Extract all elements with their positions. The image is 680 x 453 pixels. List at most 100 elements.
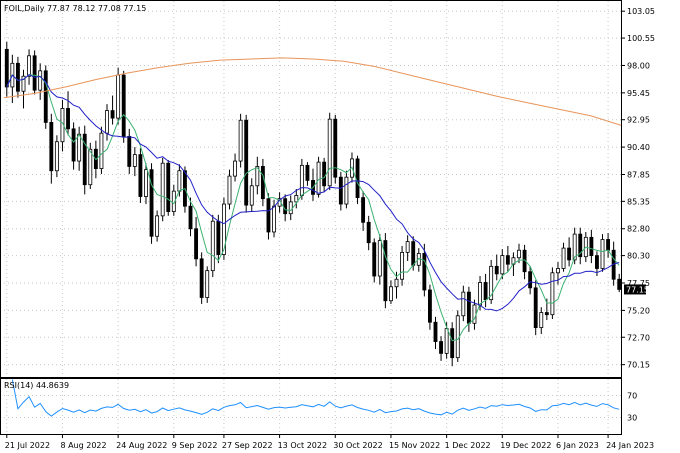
time-tick-label: 24 Jan 2023: [606, 441, 654, 450]
candle-body: [494, 265, 499, 275]
candle-body: [88, 148, 93, 186]
candle-body: [227, 175, 232, 205]
candle: [333, 114, 338, 184]
candle: [244, 114, 249, 213]
candle-body: [606, 239, 611, 251]
time-tick-label: 27 Sep 2022: [222, 441, 273, 450]
candle: [617, 273, 622, 293]
candle-body: [556, 268, 560, 274]
chart-header: FOIL,Daily 77.87 78.12 77.08 77.15: [4, 4, 146, 13]
time-tick-label: 30 Oct 2022: [333, 441, 382, 450]
candle: [155, 210, 160, 242]
price-tick-label: 103.05: [627, 7, 655, 16]
candle: [361, 191, 366, 231]
candle-body: [505, 255, 510, 265]
time-tick-label: 9 Sep 2022: [172, 441, 218, 450]
candle: [43, 65, 48, 129]
candle: [294, 189, 299, 209]
candle-body: [21, 75, 26, 92]
rsi-tick-label: 70: [627, 392, 637, 401]
candle: [533, 280, 538, 336]
candle-body: [127, 135, 132, 167]
candle: [567, 237, 572, 267]
candle-body: [322, 161, 327, 187]
candle-body: [233, 160, 237, 177]
candle: [188, 197, 193, 237]
candle-body: [43, 70, 48, 123]
candle: [199, 252, 204, 304]
candle: [110, 95, 115, 125]
candle-body: [171, 190, 176, 212]
candle: [405, 235, 410, 261]
candle: [149, 163, 154, 244]
time-tick-label: 13 Oct 2022: [278, 441, 327, 450]
candle: [561, 242, 566, 272]
candle: [439, 336, 443, 361]
price-tick-label: 85.35: [627, 197, 650, 206]
candle-body: [489, 265, 494, 301]
candle-body: [155, 215, 160, 237]
candle: [21, 69, 26, 109]
candle: [494, 254, 499, 281]
candle-body: [160, 162, 165, 217]
ma-fast-line: [6, 74, 620, 342]
price-tick-label: 70.15: [627, 361, 650, 370]
price-tick-label: 82.80: [627, 225, 650, 234]
candle-body: [199, 258, 204, 298]
candle: [255, 156, 260, 195]
price-tick-label: 90.40: [627, 143, 650, 152]
candle-body: [272, 205, 276, 233]
rsi-axis: 70 30: [627, 392, 637, 423]
candle-body: [305, 164, 310, 181]
candle: [283, 194, 288, 222]
candle-body: [617, 278, 622, 290]
candle: [427, 284, 432, 330]
candle-body: [288, 201, 293, 215]
candle: [249, 178, 254, 212]
candle-body: [166, 162, 171, 212]
candle: [556, 262, 560, 285]
current-price-tag: 77.15: [624, 284, 649, 295]
candle: [127, 128, 132, 174]
candle-body: [539, 312, 544, 328]
candle: [327, 112, 332, 191]
time-tick-label: 6 Jan 2023: [556, 441, 599, 450]
candle-body: [177, 170, 182, 192]
price-tick-label: 98.00: [627, 61, 650, 70]
candle: [322, 157, 327, 193]
candle: [489, 259, 494, 304]
candle: [389, 280, 393, 304]
candle: [233, 153, 237, 182]
candle-body: [205, 270, 210, 298]
candle: [160, 157, 165, 222]
price-tick-label: 80.30: [627, 252, 650, 261]
candle-body: [500, 255, 505, 275]
candle-body: [299, 164, 304, 196]
time-tick-label: 21 Jul 2022: [5, 441, 50, 450]
candle-body: [4, 48, 9, 88]
candle-body: [255, 166, 260, 187]
candle-body: [572, 233, 577, 261]
candle: [600, 234, 605, 272]
candle: [338, 171, 343, 211]
candle-body: [266, 198, 271, 233]
candle: [171, 184, 176, 216]
rsi-line: [11, 379, 620, 417]
candle: [528, 266, 533, 295]
candle: [366, 215, 371, 251]
candle-body: [71, 128, 76, 162]
candle: [433, 316, 438, 350]
candle-body: [188, 205, 193, 230]
candle: [589, 229, 594, 264]
candle-body: [216, 220, 221, 255]
candle: [205, 266, 210, 303]
candle-body: [578, 233, 583, 258]
candle: [88, 142, 93, 189]
candle: [38, 63, 43, 100]
candle-body: [389, 286, 393, 302]
candle-body: [517, 249, 521, 259]
candle: [132, 147, 137, 177]
current-price-box: [624, 284, 646, 295]
candle: [400, 245, 405, 286]
